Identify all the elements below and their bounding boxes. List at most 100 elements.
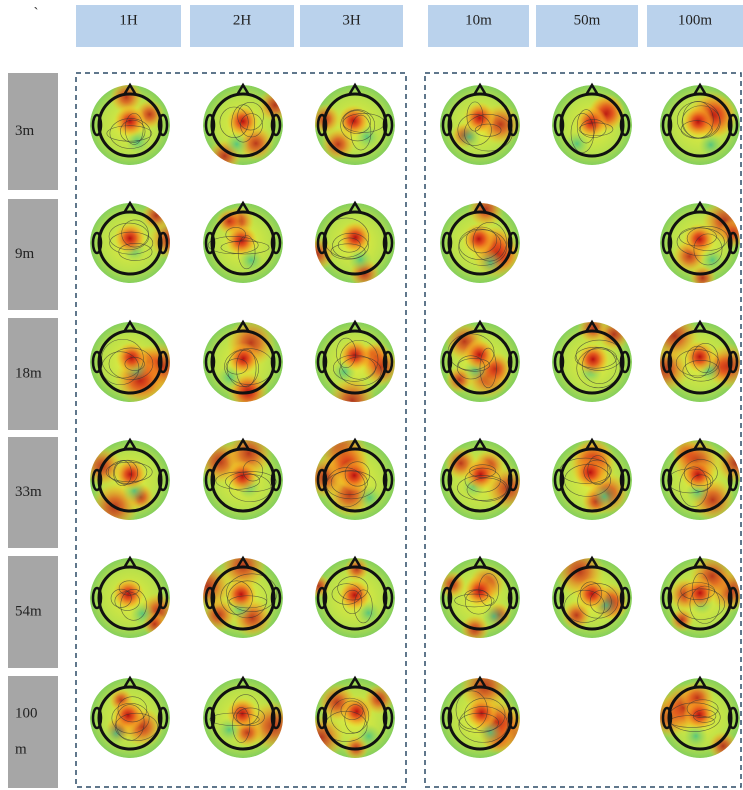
ear bbox=[507, 231, 519, 255]
head-outline bbox=[667, 447, 733, 513]
topoplot bbox=[660, 82, 740, 165]
hot-patch bbox=[715, 442, 740, 484]
head-outline bbox=[322, 685, 388, 751]
contour bbox=[332, 232, 369, 259]
contour bbox=[479, 347, 497, 389]
contour bbox=[118, 580, 140, 596]
head-outline bbox=[667, 565, 733, 631]
ear bbox=[91, 113, 103, 137]
head-outline bbox=[210, 210, 276, 276]
nose bbox=[122, 437, 138, 451]
contour bbox=[105, 461, 153, 483]
head-outline bbox=[447, 329, 513, 395]
ear bbox=[661, 231, 673, 255]
topoplot bbox=[203, 555, 283, 638]
contour bbox=[336, 337, 357, 368]
contour bbox=[101, 351, 140, 386]
hot-center bbox=[682, 458, 715, 491]
topoplot bbox=[90, 82, 170, 165]
ear bbox=[661, 586, 673, 610]
hot-center bbox=[463, 101, 496, 134]
topoplot bbox=[315, 555, 395, 638]
contour bbox=[236, 348, 257, 388]
ear bbox=[316, 586, 328, 610]
nose bbox=[692, 437, 708, 451]
nose bbox=[235, 555, 251, 569]
ear bbox=[316, 231, 328, 255]
ear bbox=[441, 350, 453, 374]
nose bbox=[235, 82, 251, 96]
ear bbox=[204, 468, 216, 492]
topoplot bbox=[203, 675, 283, 758]
contour bbox=[577, 583, 619, 619]
nose bbox=[122, 555, 138, 569]
ear bbox=[382, 113, 394, 137]
ear bbox=[727, 350, 739, 374]
cool-patch bbox=[700, 248, 725, 273]
contour bbox=[237, 102, 264, 131]
topoplot bbox=[552, 437, 632, 520]
hot-center bbox=[339, 221, 372, 254]
contour bbox=[693, 233, 723, 266]
ear bbox=[316, 468, 328, 492]
ear bbox=[270, 706, 282, 730]
nose bbox=[122, 82, 138, 96]
column-label: 10m bbox=[465, 12, 492, 28]
ear bbox=[507, 113, 519, 137]
ear bbox=[204, 706, 216, 730]
row-header bbox=[8, 437, 58, 548]
ear bbox=[553, 586, 565, 610]
column-label: 1H bbox=[119, 12, 138, 28]
head-outline bbox=[97, 210, 163, 276]
scalp-map bbox=[440, 678, 520, 758]
scalp-map bbox=[552, 440, 632, 520]
contour bbox=[215, 471, 261, 490]
ear bbox=[661, 113, 673, 137]
contour bbox=[474, 123, 502, 137]
contour bbox=[570, 113, 595, 153]
nose bbox=[347, 82, 363, 96]
row-header bbox=[8, 73, 58, 190]
contour bbox=[226, 573, 278, 613]
contour bbox=[677, 588, 725, 620]
ear bbox=[270, 113, 282, 137]
ear bbox=[727, 468, 739, 492]
ear bbox=[441, 468, 453, 492]
contour bbox=[679, 466, 709, 507]
ear bbox=[382, 231, 394, 255]
contour bbox=[231, 104, 255, 143]
topoplot bbox=[90, 437, 170, 520]
topoplot bbox=[660, 200, 740, 283]
scalp-map bbox=[660, 558, 740, 638]
hot-patch bbox=[315, 713, 345, 758]
ear bbox=[619, 350, 631, 374]
head-outline bbox=[210, 329, 276, 395]
nose bbox=[472, 675, 488, 689]
contour bbox=[225, 227, 246, 243]
topoplot bbox=[315, 437, 395, 520]
head-outline bbox=[559, 329, 625, 395]
scalp-map bbox=[90, 678, 170, 758]
topoplot bbox=[552, 555, 632, 638]
contour bbox=[576, 348, 621, 389]
row-label: 3m bbox=[15, 123, 35, 139]
scalp-map bbox=[90, 558, 170, 638]
contour bbox=[342, 589, 363, 615]
ear bbox=[507, 586, 519, 610]
nose bbox=[692, 555, 708, 569]
contour bbox=[242, 460, 264, 482]
topoplot bbox=[440, 200, 520, 283]
ear bbox=[316, 706, 328, 730]
contour bbox=[108, 222, 150, 250]
contour bbox=[458, 706, 508, 743]
ear bbox=[270, 586, 282, 610]
contour bbox=[458, 229, 507, 266]
contour bbox=[686, 699, 719, 718]
contour bbox=[219, 106, 249, 138]
topoplot bbox=[203, 319, 283, 402]
contour bbox=[458, 358, 491, 372]
nose bbox=[584, 319, 600, 333]
contour bbox=[110, 588, 132, 608]
ear bbox=[661, 706, 673, 730]
contour bbox=[108, 347, 154, 380]
